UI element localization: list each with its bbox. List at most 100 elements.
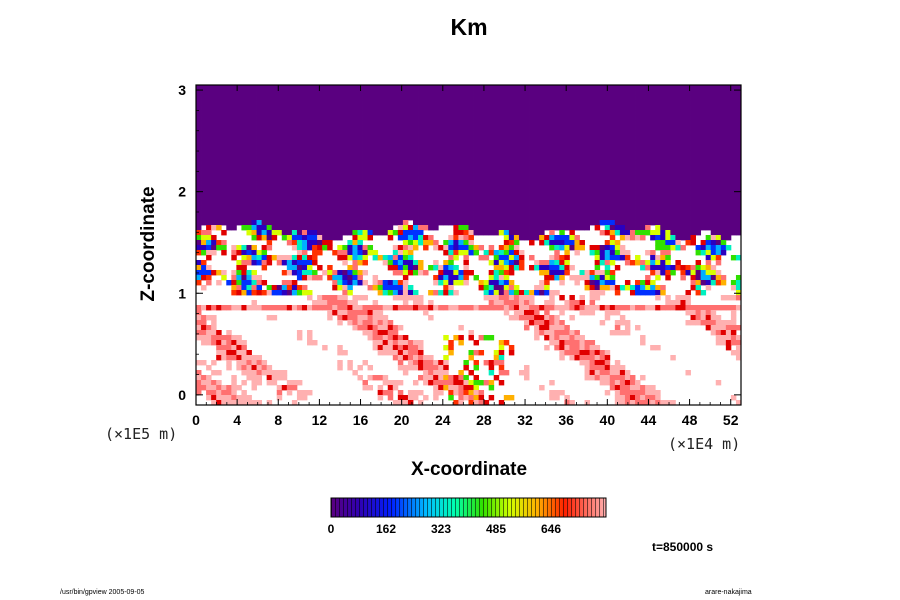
heatmap-cell	[629, 190, 636, 196]
heatmap-cell	[211, 90, 217, 96]
heatmap-cell	[569, 265, 575, 271]
heatmap-cell	[392, 105, 399, 111]
heatmap-cell	[342, 295, 348, 301]
heatmap-cell	[362, 385, 368, 391]
heatmap-cell	[498, 170, 505, 176]
heatmap-cell	[680, 90, 686, 96]
heatmap-cell	[312, 95, 318, 101]
heatmap-cell	[730, 330, 737, 336]
heatmap-cell	[640, 140, 646, 146]
heatmap-cell	[312, 205, 318, 211]
heatmap-cell	[327, 195, 333, 201]
heatmap-cell	[614, 265, 621, 271]
heatmap-cell	[402, 265, 409, 271]
heatmap-cell	[665, 295, 671, 301]
heatmap-cell	[604, 275, 611, 281]
heatmap-cell	[645, 95, 651, 101]
heatmap-cell	[539, 235, 545, 241]
heatmap-cell	[347, 165, 353, 171]
heatmap-cell	[529, 165, 535, 171]
heatmap-cell	[307, 390, 313, 396]
heatmap-cell	[221, 100, 227, 106]
heatmap-cell	[508, 295, 515, 301]
heatmap-cell	[700, 130, 707, 136]
heatmap-cell	[685, 175, 691, 181]
heatmap-cell	[261, 120, 268, 126]
heatmap-cell	[448, 245, 454, 251]
heatmap-cell	[524, 145, 530, 151]
heatmap-cell	[488, 95, 495, 101]
heatmap-cell	[569, 330, 575, 336]
heatmap-cell	[700, 240, 707, 246]
heatmap-cell	[670, 175, 676, 181]
heatmap-cell	[655, 265, 661, 271]
heatmap-cell	[412, 245, 419, 251]
heatmap-cell	[493, 305, 500, 311]
heatmap-cell	[397, 185, 404, 191]
heatmap-cell	[276, 120, 283, 126]
heatmap-cell	[317, 180, 323, 186]
heatmap-cell	[206, 165, 212, 171]
heatmap-cell	[256, 365, 263, 371]
heatmap-cell	[473, 380, 479, 386]
heatmap-cell	[483, 185, 490, 191]
heatmap-cell	[231, 110, 237, 116]
heatmap-cell	[518, 180, 525, 186]
heatmap-cell	[529, 95, 535, 101]
heatmap-cell	[286, 270, 293, 276]
heatmap-cell	[443, 115, 449, 121]
heatmap-cell	[680, 120, 686, 126]
heatmap-cell	[448, 275, 454, 281]
heatmap-cell	[291, 255, 298, 261]
heatmap-cell	[196, 130, 202, 136]
heatmap-cell	[735, 295, 741, 301]
heatmap-cell	[675, 215, 681, 221]
heatmap-cell	[322, 90, 328, 96]
heatmap-cell	[216, 185, 222, 191]
heatmap-cell	[196, 105, 202, 111]
heatmap-cell	[589, 190, 596, 196]
heatmap-cell	[448, 240, 454, 246]
heatmap-cell	[513, 150, 520, 156]
heatmap-cell	[337, 250, 343, 256]
heatmap-cell	[529, 180, 535, 186]
heatmap-cell	[569, 120, 575, 126]
heatmap-cell	[271, 155, 278, 161]
heatmap-cell	[241, 305, 247, 311]
heatmap-cell	[544, 310, 550, 316]
heatmap-cell	[453, 255, 459, 261]
heatmap-cell	[246, 165, 252, 171]
heatmap-cell	[589, 150, 596, 156]
heatmap-cell	[261, 160, 268, 166]
heatmap-cell	[448, 110, 454, 116]
heatmap-cell	[342, 225, 348, 231]
heatmap-cell	[735, 280, 741, 286]
heatmap-cell	[266, 225, 273, 231]
heatmap-cell	[412, 345, 419, 351]
heatmap-cell	[281, 100, 288, 106]
heatmap-cell	[347, 200, 353, 206]
heatmap-cell	[629, 375, 636, 381]
heatmap-cell	[347, 160, 353, 166]
heatmap-cell	[629, 390, 636, 396]
heatmap-cell	[645, 215, 651, 221]
heatmap-cell	[438, 165, 444, 171]
heatmap-cell	[407, 170, 414, 176]
heatmap-cell	[221, 245, 227, 251]
heatmap-cell	[251, 95, 257, 101]
heatmap-cell	[503, 110, 510, 116]
heatmap-cell	[685, 100, 691, 106]
heatmap-cell	[594, 255, 601, 261]
heatmap-cell	[544, 290, 550, 296]
heatmap-cell	[271, 305, 278, 311]
heatmap-cell	[392, 85, 399, 91]
heatmap-cell	[629, 230, 636, 236]
heatmap-cell	[589, 220, 596, 226]
heatmap-cell	[690, 130, 696, 136]
heatmap-cell	[720, 120, 727, 126]
heatmap-cell	[307, 95, 313, 101]
heatmap-cell	[690, 95, 696, 101]
heatmap-cell	[402, 190, 409, 196]
heatmap-cell	[478, 175, 485, 181]
heatmap-cell	[226, 335, 232, 341]
